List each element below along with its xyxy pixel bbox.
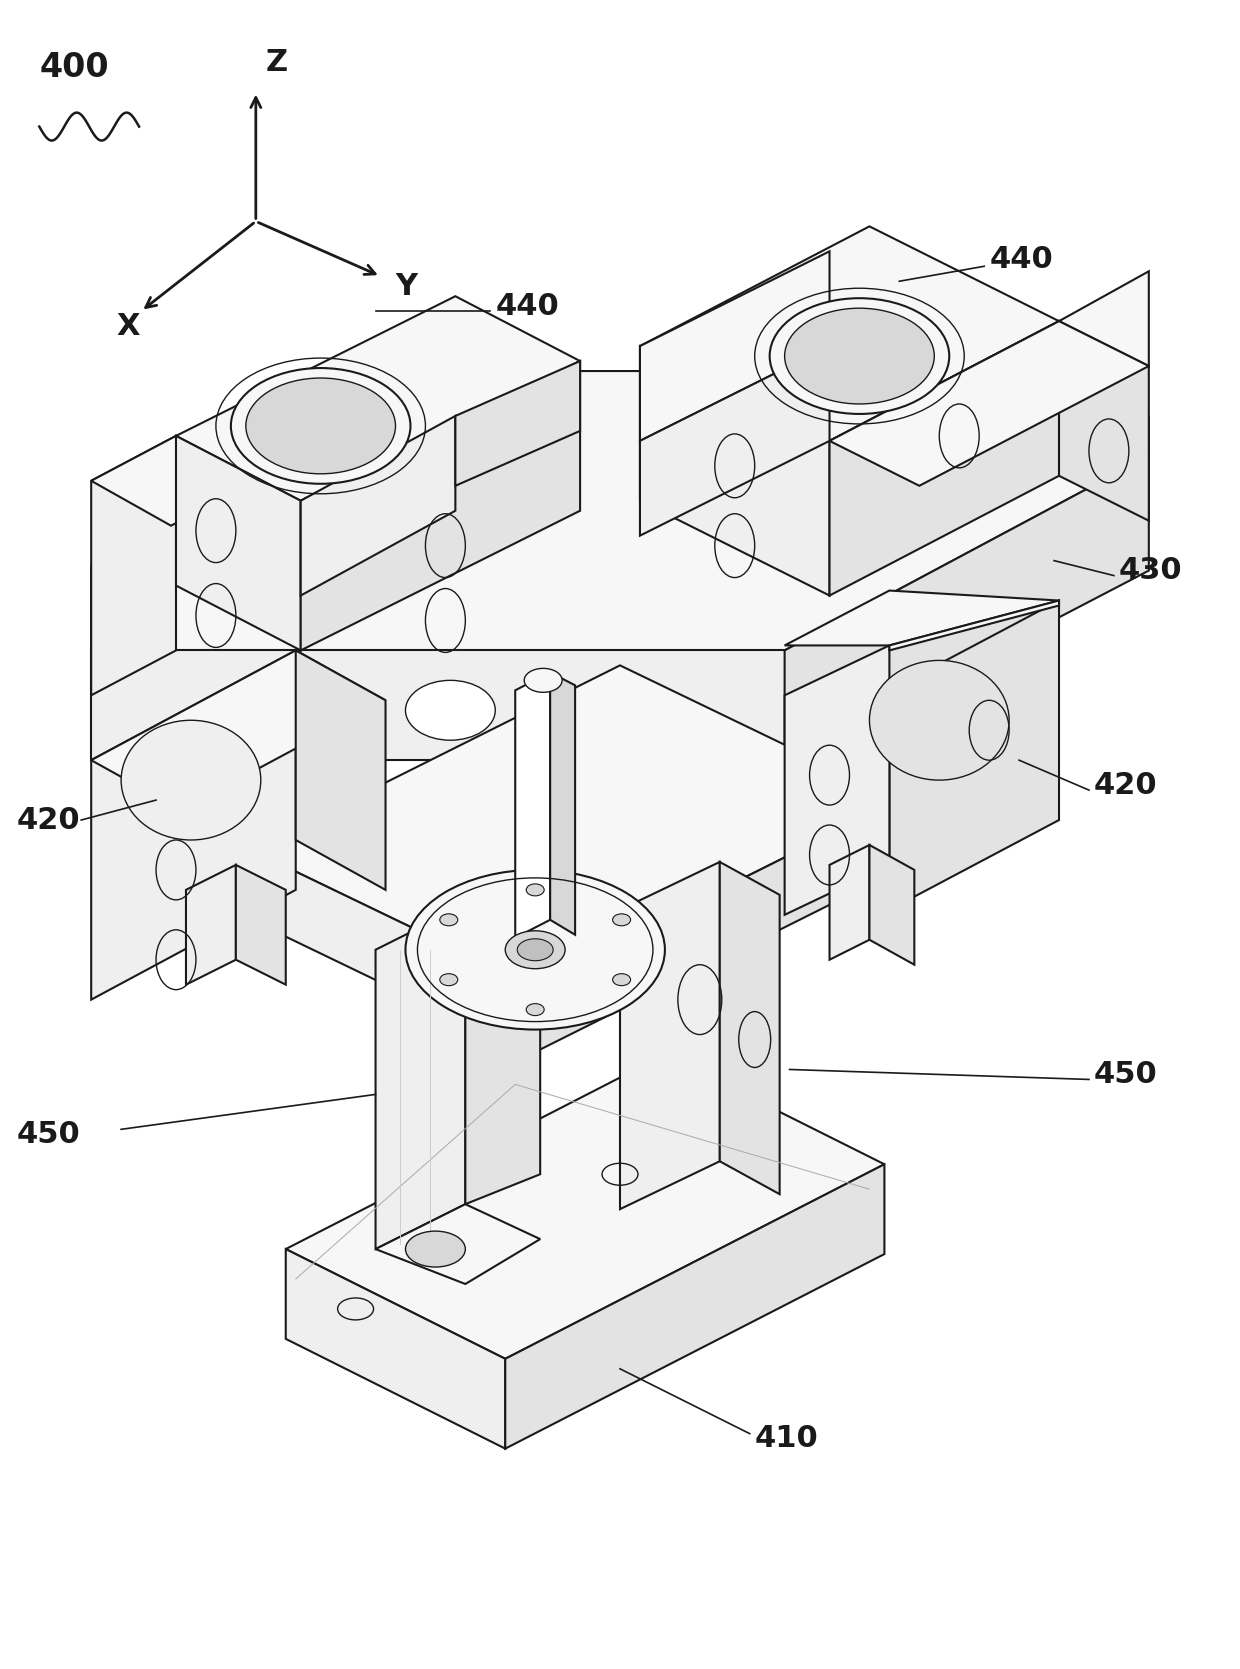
Polygon shape (92, 651, 386, 809)
Polygon shape (889, 601, 1059, 651)
Polygon shape (236, 865, 285, 985)
Text: Y: Y (396, 272, 418, 300)
Polygon shape (250, 850, 531, 1055)
Ellipse shape (122, 721, 260, 840)
Ellipse shape (440, 915, 458, 926)
Ellipse shape (869, 661, 1009, 779)
Ellipse shape (525, 668, 562, 693)
Polygon shape (455, 361, 580, 486)
Text: 420: 420 (16, 806, 81, 834)
Polygon shape (301, 416, 455, 596)
Text: X: X (117, 312, 140, 340)
Polygon shape (92, 651, 785, 759)
Polygon shape (830, 320, 1148, 486)
Polygon shape (640, 252, 830, 441)
Polygon shape (92, 436, 176, 696)
Polygon shape (640, 227, 1059, 441)
Ellipse shape (231, 369, 410, 484)
Polygon shape (551, 673, 575, 935)
Polygon shape (376, 905, 465, 1248)
Ellipse shape (613, 915, 631, 926)
Polygon shape (531, 799, 899, 1055)
Polygon shape (785, 646, 889, 915)
Polygon shape (465, 870, 541, 1203)
Polygon shape (176, 436, 301, 651)
Ellipse shape (785, 309, 934, 404)
Text: 400: 400 (40, 50, 109, 83)
Polygon shape (830, 320, 1059, 596)
Polygon shape (516, 673, 551, 938)
Polygon shape (301, 361, 580, 651)
Polygon shape (92, 651, 295, 1000)
Polygon shape (830, 845, 869, 960)
Polygon shape (92, 371, 1148, 651)
Text: 440: 440 (495, 292, 559, 320)
Polygon shape (1059, 272, 1148, 366)
Ellipse shape (526, 885, 544, 896)
Polygon shape (785, 456, 1148, 759)
Polygon shape (376, 1203, 541, 1283)
Polygon shape (719, 861, 780, 1195)
Ellipse shape (246, 377, 396, 474)
Polygon shape (285, 1055, 884, 1359)
Text: 420: 420 (1094, 771, 1158, 799)
Text: 430: 430 (1118, 556, 1183, 586)
Polygon shape (620, 861, 719, 1208)
Text: 450: 450 (1094, 1060, 1158, 1088)
Ellipse shape (405, 1232, 465, 1267)
Text: 450: 450 (16, 1120, 81, 1148)
Text: Z: Z (265, 48, 288, 77)
Polygon shape (250, 666, 899, 985)
Ellipse shape (405, 870, 665, 1030)
Polygon shape (889, 601, 1059, 910)
Polygon shape (186, 865, 236, 985)
Polygon shape (505, 1165, 884, 1449)
Text: 440: 440 (990, 245, 1053, 274)
Ellipse shape (526, 1003, 544, 1016)
Ellipse shape (440, 973, 458, 986)
Ellipse shape (505, 931, 565, 968)
Ellipse shape (613, 973, 631, 986)
Polygon shape (285, 1248, 505, 1449)
Polygon shape (1059, 320, 1148, 521)
Polygon shape (176, 295, 580, 501)
Polygon shape (785, 591, 1059, 646)
Polygon shape (869, 845, 914, 965)
Ellipse shape (517, 938, 553, 961)
Ellipse shape (770, 299, 950, 414)
Text: 410: 410 (755, 1424, 818, 1454)
Polygon shape (640, 345, 830, 536)
Ellipse shape (405, 681, 495, 741)
Polygon shape (92, 436, 255, 526)
Polygon shape (640, 345, 830, 596)
Polygon shape (295, 651, 386, 890)
